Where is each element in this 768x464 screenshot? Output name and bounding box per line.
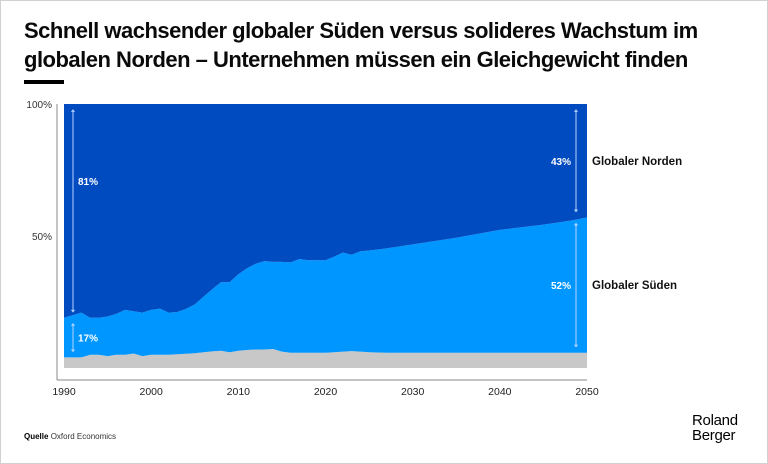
bracket-globaler-norden-1990: 81% [71,109,98,313]
source-value: Oxford Economics [50,432,117,441]
bracket-globaler-sueden-2050: 52% [551,222,578,348]
data-label: 52% [551,281,571,292]
arrow-up-icon [71,109,75,113]
arrow-down-icon [574,209,578,213]
chart-title: Schnell wachsender globaler Süden versus… [24,18,698,72]
legend-globaler-sueden: Globaler Süden [592,280,677,292]
arrow-up-icon [71,323,75,327]
x-tick-label: 2020 [314,386,338,398]
area-sonstige [64,349,587,368]
bracket-globaler-norden-2050: 43% [551,109,578,213]
legend-globaler-norden: Globaler Norden [592,156,682,168]
x-tick-label: 2030 [401,386,425,398]
logo-line-1: Roland [692,412,738,429]
x-tick-label: 2000 [139,386,163,398]
arrow-up-icon [574,109,578,113]
x-tick-label: 2040 [488,386,512,398]
x-tick-label: 2010 [227,386,251,398]
arrow-down-icon [71,349,75,353]
arrow-down-icon [71,309,75,313]
y-tick-label: 100% [26,100,52,111]
bracket-globaler-sueden-1990: 17% [71,323,98,353]
y-tick-labels: 50% 100% [26,100,52,243]
source-label: Quelle [24,432,49,441]
x-tick-label: 1990 [52,386,76,398]
logo-line-2: Berger [692,427,736,444]
arrow-up-icon [574,222,578,226]
data-label: 81% [78,177,98,188]
area-globaler-norden [64,104,587,318]
source-note: Quelle Oxford Economics [24,432,116,441]
data-label: 17% [78,334,98,345]
y-tick-label: 50% [32,232,52,243]
value-brackets: 81% 17% 43% 52% [71,109,578,353]
x-tick-label: 2050 [575,386,599,398]
arrow-down-icon [574,344,578,348]
legend: Globaler Norden Globaler Süden [592,156,682,292]
data-label: 43% [551,157,571,168]
title-underline [24,80,64,84]
roland-berger-logo: Roland Berger [692,413,738,443]
x-tick-labels: 1990 2000 2010 2020 2030 2040 2050 [52,386,599,398]
area-layers [64,104,587,368]
area-globaler-sueden [64,217,587,358]
